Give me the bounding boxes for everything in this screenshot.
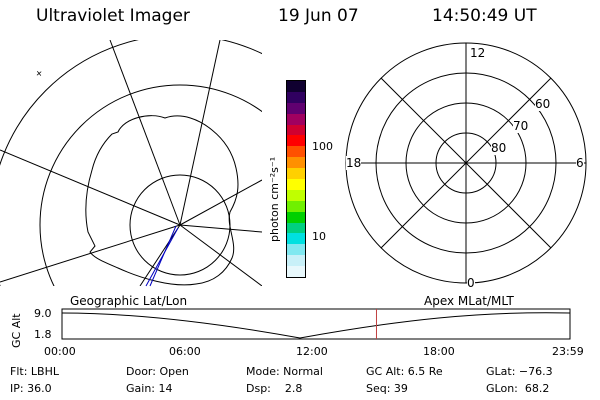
map-meridian-3 bbox=[0, 149, 181, 226]
timeline-x-tick-0000: 00:00 bbox=[44, 345, 76, 358]
info-door: Door: Open bbox=[126, 365, 189, 378]
map-lat-circle-mid bbox=[39, 84, 262, 286]
colorbar-segment bbox=[287, 135, 305, 147]
orbit-track-2 bbox=[149, 225, 177, 287]
timeline-y-tick-top: 9.0 bbox=[34, 307, 52, 320]
colorbar-segment bbox=[287, 255, 305, 267]
colorbar-segment bbox=[287, 179, 305, 190]
polar-lat-label-60: 60 bbox=[535, 97, 551, 111]
colorbar-segment bbox=[287, 91, 305, 103]
colorbar-segment bbox=[287, 124, 305, 136]
orbit-track bbox=[145, 227, 179, 287]
info-gain: Gain: 14 bbox=[126, 382, 173, 395]
info-glon: GLon: 68.2 bbox=[486, 382, 550, 395]
map-meridian-7 bbox=[179, 224, 262, 233]
timeline-y-tick-bottom: 1.8 bbox=[34, 328, 52, 341]
map-meridian-4 bbox=[179, 179, 262, 226]
info-glat: GLat: −76.3 bbox=[486, 365, 553, 378]
colorbar-segment bbox=[287, 146, 305, 158]
map-meridian-2 bbox=[179, 40, 221, 226]
colorbar-segment bbox=[287, 168, 305, 180]
polar-lat-label-80: 80 bbox=[491, 141, 507, 155]
polar-lat-label-70: 70 bbox=[513, 119, 529, 133]
colorbar-segment bbox=[287, 81, 305, 92]
info-dsp: Dsp: 2.8 bbox=[246, 382, 303, 395]
timeline-frame bbox=[61, 308, 571, 340]
colorbar-segment bbox=[287, 113, 305, 125]
colorbar-segment bbox=[287, 157, 305, 169]
info-flt: Flt: LBHL bbox=[10, 365, 59, 378]
info-ip: IP: 36.0 bbox=[10, 382, 52, 395]
timeline-right-title: Apex MLat/MLT bbox=[424, 294, 514, 308]
map-meridian-8 bbox=[179, 224, 262, 286]
polar-label-6: 6 bbox=[576, 156, 584, 170]
map-coastline bbox=[85, 115, 239, 286]
colorbar-segment bbox=[287, 211, 305, 223]
timeline-x-tick-2359: 23:59 bbox=[552, 345, 584, 358]
polar-label-18: 18 bbox=[346, 156, 362, 170]
map-meridian-6 bbox=[139, 224, 181, 286]
colorbar-segment bbox=[287, 244, 305, 256]
colorbar-segment bbox=[287, 102, 305, 114]
colorbar-tick-10: 10 bbox=[312, 230, 326, 243]
altitude-curve bbox=[61, 312, 571, 339]
colorbar-segment bbox=[287, 200, 305, 212]
colorbar-segment bbox=[287, 189, 305, 201]
colorbar-segment bbox=[287, 266, 305, 277]
info-mode: Mode: Normal bbox=[246, 365, 323, 378]
timeline-x-tick-0600: 06:00 bbox=[169, 345, 201, 358]
colorbar-segment bbox=[287, 222, 305, 234]
info-seq: Seq: 39 bbox=[366, 382, 408, 395]
timeline-x-tick-1800: 18:00 bbox=[423, 345, 455, 358]
colorbar bbox=[286, 80, 306, 278]
timeline-x-tick-1200: 12:00 bbox=[296, 345, 328, 358]
timeline-left-title: Geographic Lat/Lon bbox=[70, 294, 188, 308]
map-meridian-1 bbox=[109, 40, 181, 226]
colorbar-tick-100: 100 bbox=[312, 140, 333, 153]
info-gc-alt: GC Alt: 6.5 Re bbox=[366, 365, 443, 378]
polar-label-12: 12 bbox=[470, 46, 486, 60]
colorbar-segment bbox=[287, 233, 305, 245]
time-label: 14:50:49 UT bbox=[432, 6, 537, 26]
polar-label-0: 0 bbox=[467, 276, 475, 290]
date-label: 19 Jun 07 bbox=[278, 6, 359, 26]
map-meridian-5 bbox=[0, 224, 181, 283]
polar-diag-2 bbox=[380, 77, 552, 249]
instrument-title: Ultraviolet Imager bbox=[36, 6, 190, 26]
